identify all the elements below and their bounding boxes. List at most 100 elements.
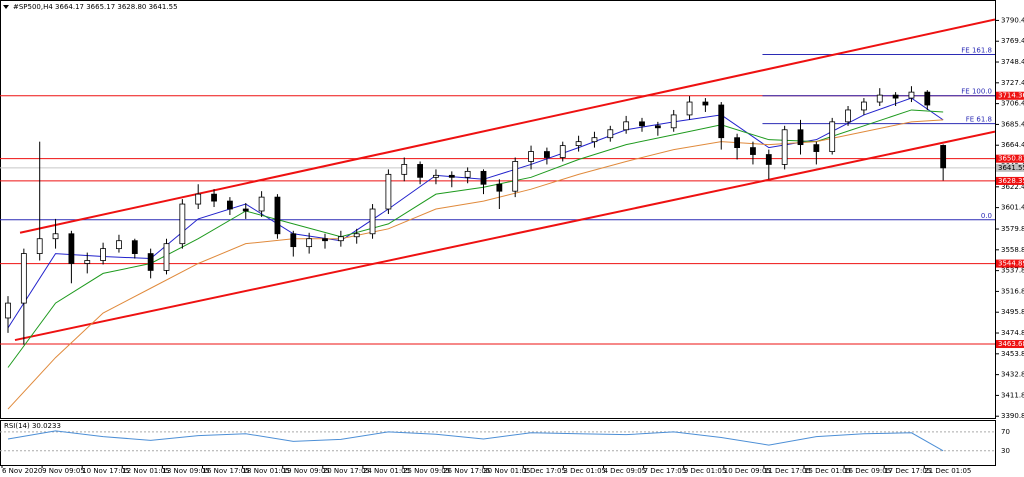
x-tick-label: 12 Nov 01:05 [122, 467, 169, 475]
rsi-line [7, 430, 944, 452]
x-tick-label: 26 Nov 17:05 [443, 467, 490, 475]
x-tick-label: 16 Dec 09:05 [844, 467, 891, 475]
candle-body [528, 151, 534, 162]
candle-body [131, 240, 138, 254]
x-tick-label: 21 Dec 01:05 [924, 467, 971, 475]
candle-body [924, 91, 931, 106]
candle-body [607, 129, 614, 139]
x-tick-label: 11 Dec 17:05 [764, 467, 811, 475]
candle-body [52, 233, 59, 240]
candle-body [36, 238, 43, 254]
x-tick-label: 16 Nov 17:05 [203, 467, 250, 475]
header-arrow [3, 5, 9, 9]
channel-line [19, 18, 995, 234]
candle-body [591, 137, 598, 143]
candle-body [797, 129, 804, 146]
candle-body [544, 151, 550, 158]
candle-body [163, 243, 170, 271]
main-panel [0, 0, 996, 419]
y-tick-label: 3537.80 [1001, 267, 1024, 275]
candle-body [845, 109, 851, 123]
x-tick-label: 4 Dec 09:05 [604, 467, 647, 475]
bid-tag [996, 163, 1024, 172]
x-tick-label: 25 Nov 09:05 [403, 467, 450, 475]
candle-body [861, 101, 867, 111]
y-tick-label: 3558.80 [1001, 246, 1024, 254]
level-label: 3544.89 [998, 260, 1024, 268]
x-tick-label: 6 Nov 2020 [2, 467, 42, 475]
candle-body [702, 101, 709, 106]
candle-body [322, 238, 328, 242]
candle-body [734, 137, 740, 148]
candle-body [84, 260, 91, 264]
candle-body [829, 121, 836, 152]
bid-label: 3641.55 [998, 164, 1024, 172]
candle-body [765, 154, 772, 165]
y-tick-label: 3453.80 [1001, 350, 1024, 358]
candle-body [575, 141, 582, 147]
fibo-label: 0.0 [981, 212, 992, 220]
candle-body [226, 200, 233, 210]
x-tick-label: 3 Dec 01:05 [563, 467, 606, 475]
candle-body [750, 147, 756, 155]
candle-body [211, 193, 217, 202]
level-tag [996, 176, 1024, 185]
candle-body [940, 145, 947, 169]
x-tick-label: 24 Nov 01:05 [363, 467, 410, 475]
x-tick-label: 17 Dec 17:05 [884, 467, 931, 475]
candle-body [686, 101, 693, 116]
candle-body [512, 161, 519, 192]
channel-line [14, 130, 995, 342]
level-tag [996, 259, 1024, 268]
candle-body [5, 302, 11, 319]
x-tick-label: 20 Nov 17:05 [323, 467, 370, 475]
candle-body [20, 253, 27, 304]
candle-body [116, 240, 122, 250]
candle-body [385, 173, 392, 210]
candle-body [417, 164, 424, 178]
level-tag [996, 340, 1024, 349]
candle-body [274, 196, 281, 235]
y-tick-label: 3622.40 [1001, 183, 1024, 191]
y-tick-label: 3495.80 [1001, 308, 1024, 316]
y-tick-label: 3748.40 [1001, 58, 1024, 66]
y-tick-label: 3601.40 [1001, 204, 1024, 212]
y-tick-label: 3474.80 [1001, 329, 1024, 337]
candle-body [290, 233, 297, 248]
y-tick-label: 3706.40 [1001, 100, 1024, 108]
candle-body [242, 208, 249, 212]
rsi-title: RSI(14) 30.0233 [4, 422, 61, 430]
x-tick-label: 9 Dec 01:05 [684, 467, 727, 475]
y-tick-label: 3790.40 [1001, 16, 1024, 24]
x-tick-label: 18 Nov 01:05 [243, 467, 290, 475]
candle-body [639, 121, 645, 127]
x-tick-label: 19 Nov 09:05 [283, 467, 330, 475]
y-tick-label: 3727.40 [1001, 79, 1024, 87]
y-tick-label: 3664.40 [1001, 141, 1024, 149]
candle-body [670, 114, 677, 129]
level-label: 3628.35 [998, 177, 1024, 185]
x-tick-label: 10 Dec 09:05 [724, 467, 771, 475]
candle-body [68, 233, 75, 264]
candle-body [908, 91, 915, 99]
fibo-label: FE 161.8 [961, 46, 992, 54]
candle-body [496, 183, 503, 192]
candle-body [654, 125, 661, 129]
y-tick-label: 3390.80 [1001, 412, 1024, 420]
level-label: 3714.36 [998, 92, 1024, 100]
candle-body [100, 248, 106, 261]
fibo-label: FE 61.8 [966, 116, 992, 124]
y-tick-label: 3685.40 [1001, 120, 1024, 128]
level-tag [996, 91, 1024, 100]
candle-body [781, 129, 788, 165]
y-tick-label: 3769.40 [1001, 37, 1024, 45]
candle-body [147, 253, 154, 271]
candle-body [813, 144, 820, 152]
fibo-label: FE 100.0 [961, 88, 992, 96]
candle-body [480, 170, 487, 185]
y-tick-label: 3579.80 [1001, 225, 1024, 233]
x-tick-label: 9 Nov 09:05 [42, 467, 85, 475]
y-tick-label: 3411.80 [1001, 391, 1024, 399]
candle-body [464, 170, 471, 178]
